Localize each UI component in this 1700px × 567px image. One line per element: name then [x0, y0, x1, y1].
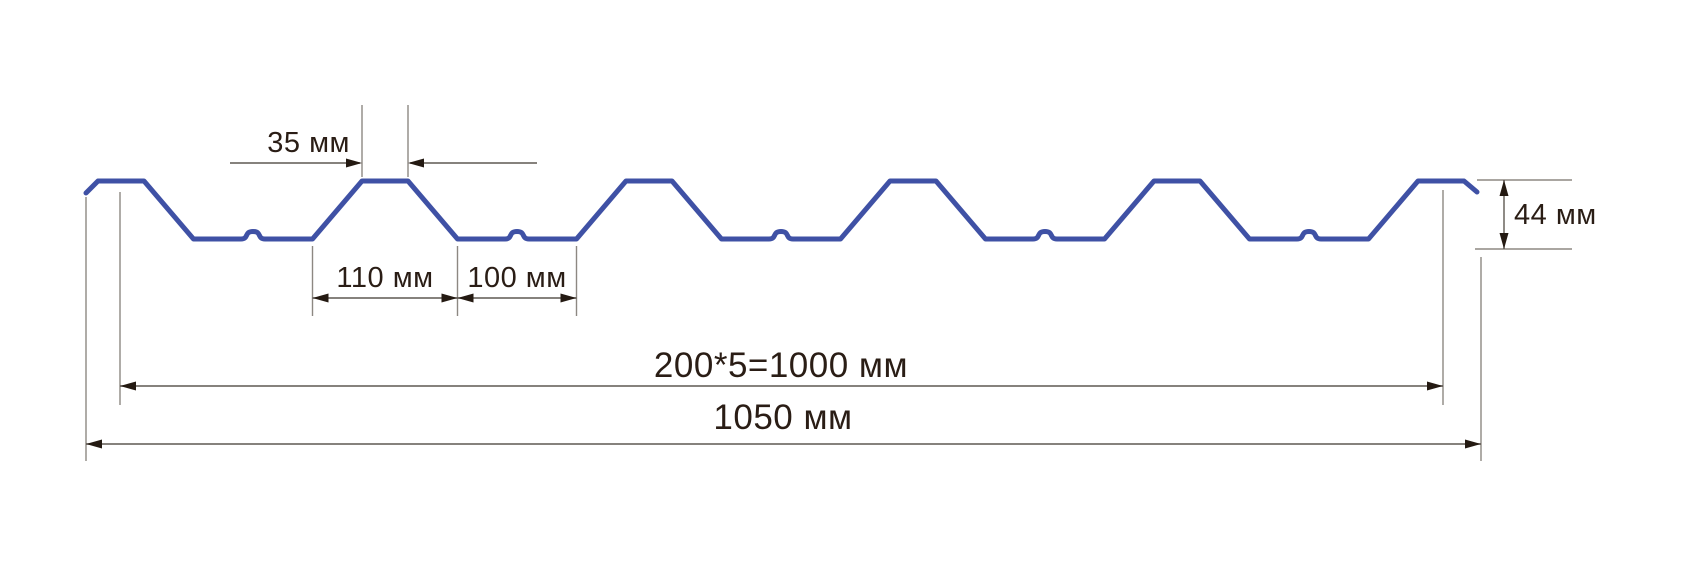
arrowhead	[1499, 233, 1509, 249]
dimension-overall-width: 1050 мм	[86, 398, 1481, 449]
dim-label-rib-top-width: 35 мм	[267, 127, 350, 159]
dimension-rib-base-width: 110 мм	[312, 262, 458, 303]
extension-lines	[85, 105, 1572, 461]
profile-outline	[83, 178, 1480, 242]
dim-label-profile-height: 44 мм	[1514, 199, 1597, 231]
dim-label-valley-width: 100 мм	[467, 262, 566, 294]
arrowhead	[312, 293, 329, 303]
dimension-working-width: 200*5=1000 мм	[120, 346, 1443, 391]
dim-label-working-width: 200*5=1000 мм	[654, 346, 908, 385]
dimension-valley-width: 100 мм	[457, 262, 577, 303]
arrowhead	[346, 158, 362, 168]
arrowhead	[408, 158, 424, 168]
dim-label-rib-base-width: 110 мм	[336, 262, 433, 294]
dimension-profile-height: 44 мм	[1499, 180, 1597, 249]
arrowhead	[1465, 439, 1481, 449]
arrowhead	[120, 381, 136, 391]
arrowhead	[86, 439, 102, 449]
arrowhead	[457, 293, 474, 303]
arrowhead	[441, 293, 458, 303]
arrowhead	[1499, 180, 1509, 196]
arrowhead	[1427, 381, 1443, 391]
dim-label-overall-width: 1050 мм	[713, 398, 852, 437]
arrowhead	[560, 293, 577, 303]
dimension-rib-top-width: 35 мм	[230, 127, 537, 168]
